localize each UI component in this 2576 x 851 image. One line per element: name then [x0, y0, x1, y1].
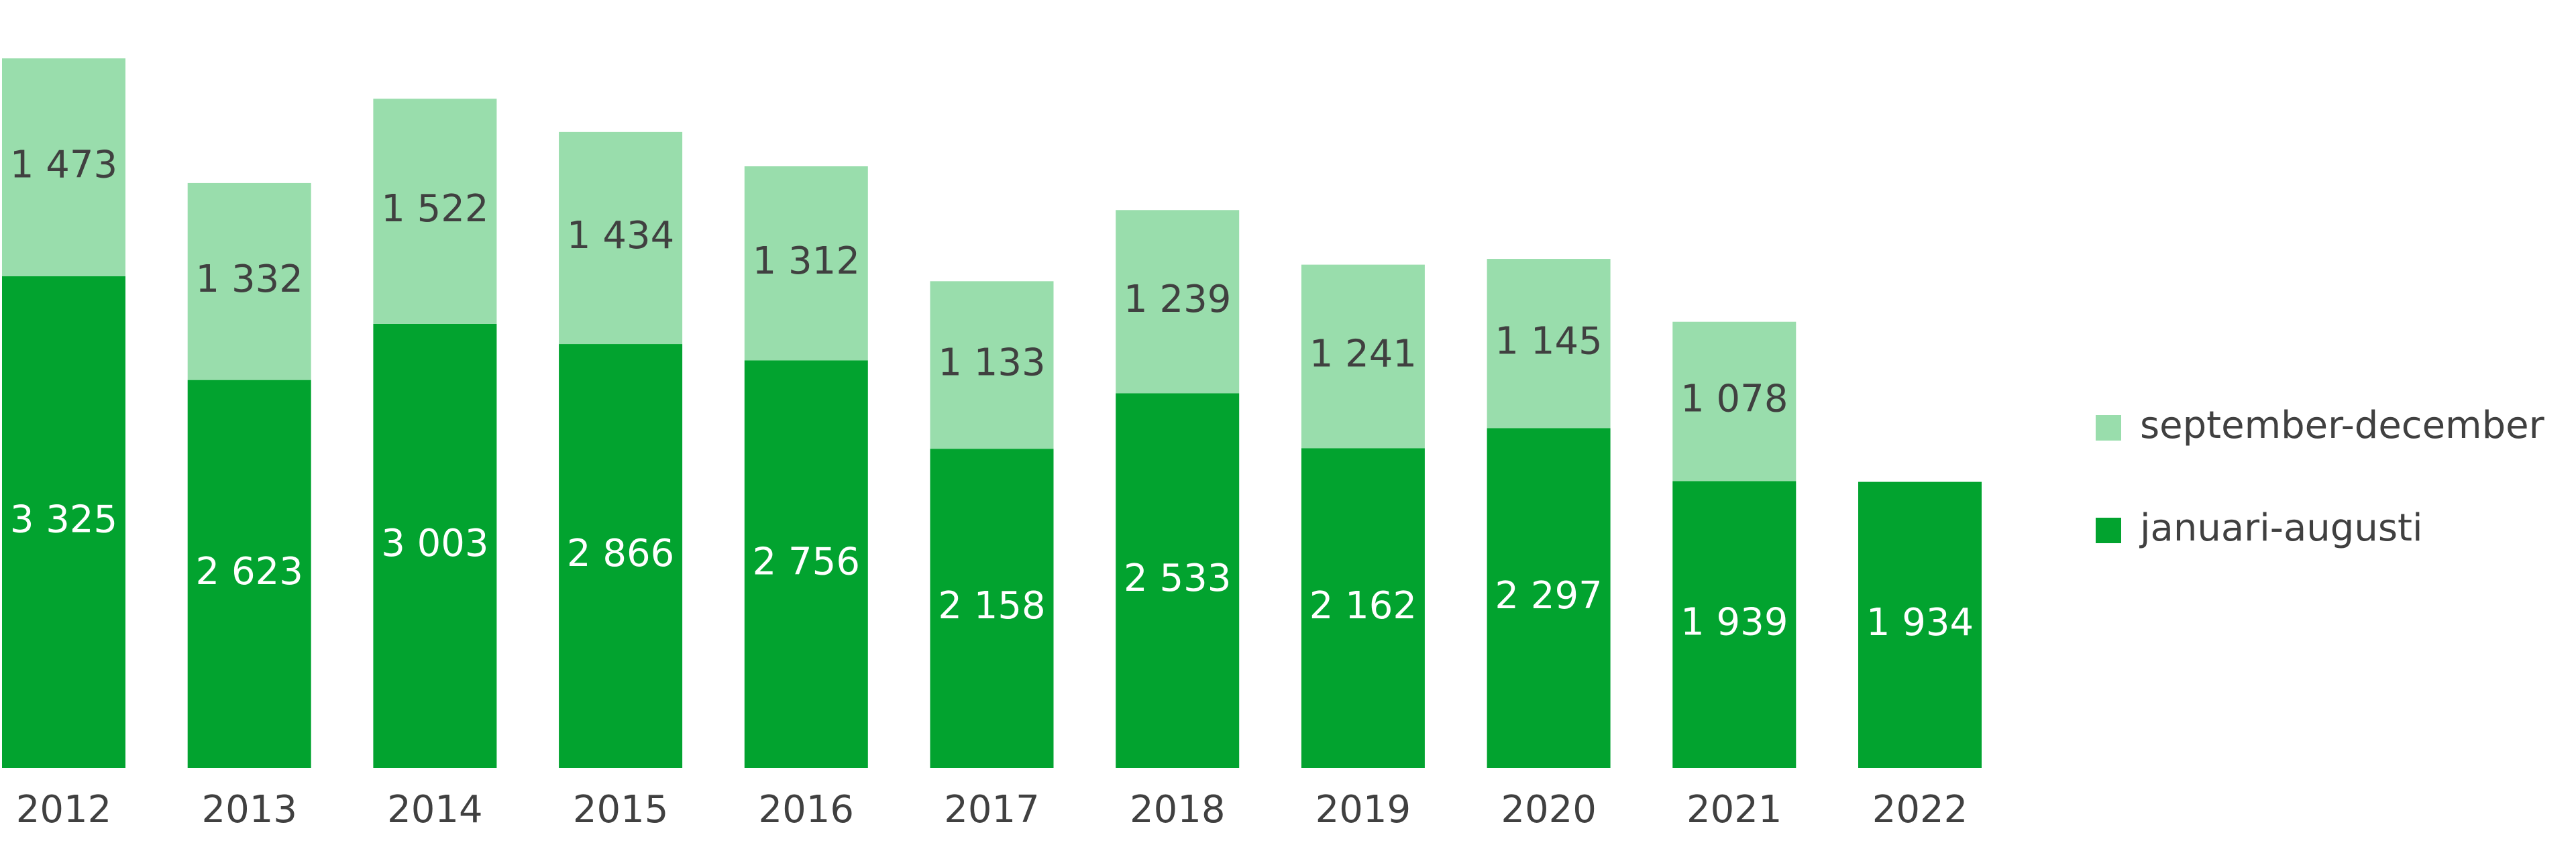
x-tick-label-2017: 2017	[944, 788, 1040, 832]
legend: september-december januari-augusti	[2096, 404, 2545, 550]
x-tick-label-2014: 2014	[387, 788, 483, 832]
bars-group	[2, 58, 1982, 768]
x-tick-label-2022: 2022	[1872, 788, 1968, 832]
value-label-september-december-2013: 1 332	[196, 258, 303, 301]
x-tick-label-2013: 2013	[201, 788, 297, 832]
value-label-januari-augusti-2016: 2 756	[753, 540, 860, 583]
bar-september-december-2013	[187, 182, 311, 380]
bar-september-december-2019	[1301, 264, 1425, 449]
value-label-januari-augusti-2020: 2 297	[1495, 574, 1602, 618]
value-label-september-december-2014: 1 522	[381, 187, 488, 231]
bar-januari-augusti-2022	[1858, 481, 1982, 768]
value-label-september-december-2015: 1 434	[567, 214, 674, 258]
x-axis-ticks: 2012 2013 2014 2015 2016 2017 2018 2019 2020 2021…	[16, 788, 1968, 832]
x-tick-label-2016: 2016	[759, 788, 855, 832]
x-tick-label-2015: 2015	[573, 788, 669, 832]
bar-januari-augusti-2014	[373, 323, 497, 768]
legend-label-september-december: september-december	[2140, 404, 2545, 447]
legend-label-januari-augusti: januari-augusti	[2139, 506, 2423, 550]
bar-september-december-2015	[559, 131, 683, 345]
bar-januari-augusti-2021	[1672, 481, 1796, 768]
legend-swatch-september-december	[2096, 415, 2121, 441]
value-label-januari-augusti-2012: 3 325	[10, 498, 117, 542]
bar-januari-augusti-2012	[2, 276, 125, 768]
bar-september-december-2016	[744, 166, 868, 361]
bar-januari-augusti-2015	[559, 344, 683, 768]
value-label-september-december-2016: 1 312	[753, 239, 860, 283]
legend-swatch-januari-augusti	[2096, 518, 2121, 543]
value-label-januari-augusti-2014: 3 003	[381, 522, 488, 565]
x-tick-label-2020: 2020	[1501, 788, 1597, 832]
x-tick-label-2018: 2018	[1130, 788, 1226, 832]
value-label-september-december-2020: 1 145	[1495, 319, 1602, 363]
bar-januari-augusti-2020	[1487, 428, 1611, 768]
value-label-januari-augusti-2021: 1 939	[1680, 600, 1788, 644]
value-label-januari-augusti-2013: 2 623	[196, 550, 303, 593]
value-label-januari-augusti-2015: 2 866	[567, 532, 674, 575]
value-label-januari-augusti-2022: 1 934	[1866, 601, 1974, 644]
bar-januari-augusti-2017	[930, 449, 1054, 768]
bar-januari-augusti-2016	[744, 360, 868, 768]
value-labels-group: 3 325 1 473 2 623 1 332 3 003 1 522 2 866 1 434…	[10, 144, 1974, 644]
bar-september-december-2020	[1487, 259, 1611, 429]
bar-september-december-2018	[1116, 210, 1240, 394]
bar-september-december-2017	[930, 281, 1054, 449]
value-label-september-december-2017: 1 133	[938, 341, 1045, 384]
value-label-januari-augusti-2018: 2 533	[1124, 557, 1231, 600]
x-tick-label-2019: 2019	[1316, 788, 1411, 832]
bar-januari-augusti-2018	[1116, 393, 1240, 768]
value-label-september-december-2019: 1 241	[1309, 333, 1417, 376]
value-label-januari-augusti-2017: 2 158	[938, 584, 1045, 628]
value-label-september-december-2012: 1 473	[10, 144, 117, 187]
value-label-september-december-2021: 1 078	[1680, 378, 1788, 421]
bar-september-december-2021	[1672, 321, 1796, 481]
value-label-januari-augusti-2019: 2 162	[1309, 584, 1417, 628]
bar-januari-augusti-2013	[187, 380, 311, 768]
bar-januari-augusti-2019	[1301, 448, 1425, 768]
value-label-september-december-2018: 1 239	[1124, 278, 1231, 321]
x-tick-label-2012: 2012	[16, 788, 112, 832]
x-tick-label-2021: 2021	[1686, 788, 1782, 832]
bar-september-december-2014	[373, 99, 497, 324]
bar-september-december-2012	[2, 58, 125, 276]
